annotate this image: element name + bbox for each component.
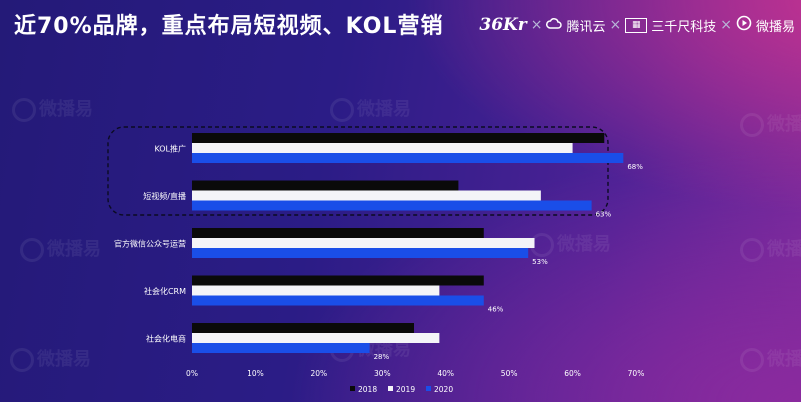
bar-2020 [192,295,484,306]
logo-separator: × [530,17,543,33]
x-tick-label: 50% [501,369,518,378]
page-title: 近70%品牌，重点布局短视频、KOL营销 [14,14,444,39]
partner-logos: 36Kr × 腾讯云 × ▦ 三千尺科技 × 微播易 [479,10,795,40]
bar-2019 [192,333,440,343]
logo-separator: × [720,17,732,33]
x-tick-label: 10% [247,369,264,378]
legend-label: 2018 [358,385,377,394]
category-label: 官方微信公众号运营 [114,239,186,249]
highlight-box [107,126,609,216]
category-label: 社会化CRM [144,286,186,296]
data-label: 28% [374,353,390,361]
legend-swatch-2019 [388,386,393,391]
legend-label: 2020 [434,385,453,394]
x-tick-label: 30% [374,369,391,378]
data-label: 63% [596,211,612,219]
bar-2019 [192,238,535,248]
data-label: 53% [532,258,548,266]
x-tick-label: 40% [437,369,454,378]
logo-sanqianchi: 三千尺科技 [651,19,717,35]
bar-2020 [192,248,529,258]
bar-2018 [192,133,605,143]
bar-2020 [192,343,370,353]
data-label: 68% [627,163,643,171]
x-tick-label: 60% [564,369,581,378]
bar-2019 [192,285,440,296]
category-label: 社会化电商 [146,334,186,344]
x-tick-label: 20% [311,369,328,378]
bar-2019 [192,190,541,201]
legend-swatch-2018 [350,386,355,391]
bar-2018 [192,180,459,191]
logo-separator: × [609,17,622,33]
bar-2018 [192,228,484,238]
bar-2020 [192,200,592,211]
category-label: 短视频/直播 [143,191,186,201]
bar-2019 [192,143,573,153]
logo-weiboyi: 微播易 [755,19,795,35]
bar-2018 [192,275,484,286]
x-tick-label: 70% [628,369,645,378]
sanqianchi-mark-icon: ▦ [625,17,648,33]
legend-label: 2019 [396,385,415,394]
data-label: 46% [488,306,504,314]
cloud-icon [546,17,563,33]
logo-36kr: 36Kr [479,15,527,35]
logo-tencent-cloud: 腾讯云 [566,19,606,35]
category-label: KOL推广 [154,144,186,154]
x-tick-label: 0% [186,369,198,378]
bar-2020 [192,153,624,163]
bar-2018 [192,323,414,333]
legend-swatch-2020 [426,386,431,391]
play-icon [736,15,752,35]
